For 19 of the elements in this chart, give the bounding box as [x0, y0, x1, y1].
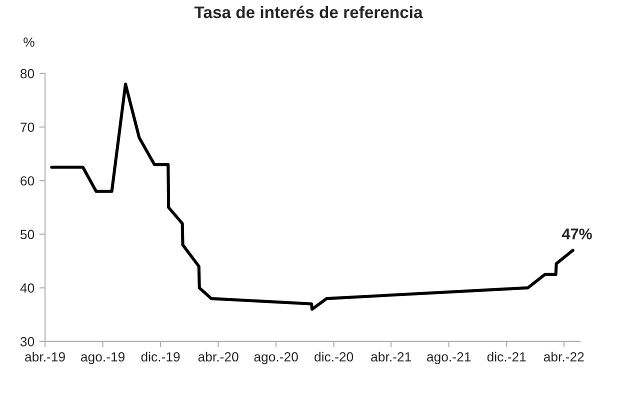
y-tick-label: 80: [20, 69, 34, 78]
x-tick-label: abr.-20: [198, 352, 238, 362]
x-tick-label: ago.-19: [80, 352, 125, 364]
x-tick-label: dic.-20: [314, 352, 354, 362]
x-tick-label: abr.-22: [544, 352, 584, 362]
chart-title: Tasa de interés de referencia: [194, 6, 423, 18]
x-tick-label: abr.-19: [25, 352, 65, 362]
y-tick-label: 50: [20, 230, 34, 240]
y-tick-label: 60: [20, 176, 34, 186]
x-tick-label: dic.-19: [141, 352, 180, 362]
x-tick-label: abr.-21: [371, 352, 411, 362]
x-tick-label: ago.-20: [254, 352, 298, 364]
annotation: 47%: [562, 228, 592, 240]
x-tick-label: dic.-21: [487, 352, 526, 362]
y-axis-title: %: [24, 37, 34, 47]
y-tick-label: 40: [20, 283, 34, 293]
x-tick-label: ago.-21: [427, 352, 471, 364]
y-tick-label: 30: [20, 336, 34, 346]
y-tick-label: 70: [20, 122, 34, 132]
